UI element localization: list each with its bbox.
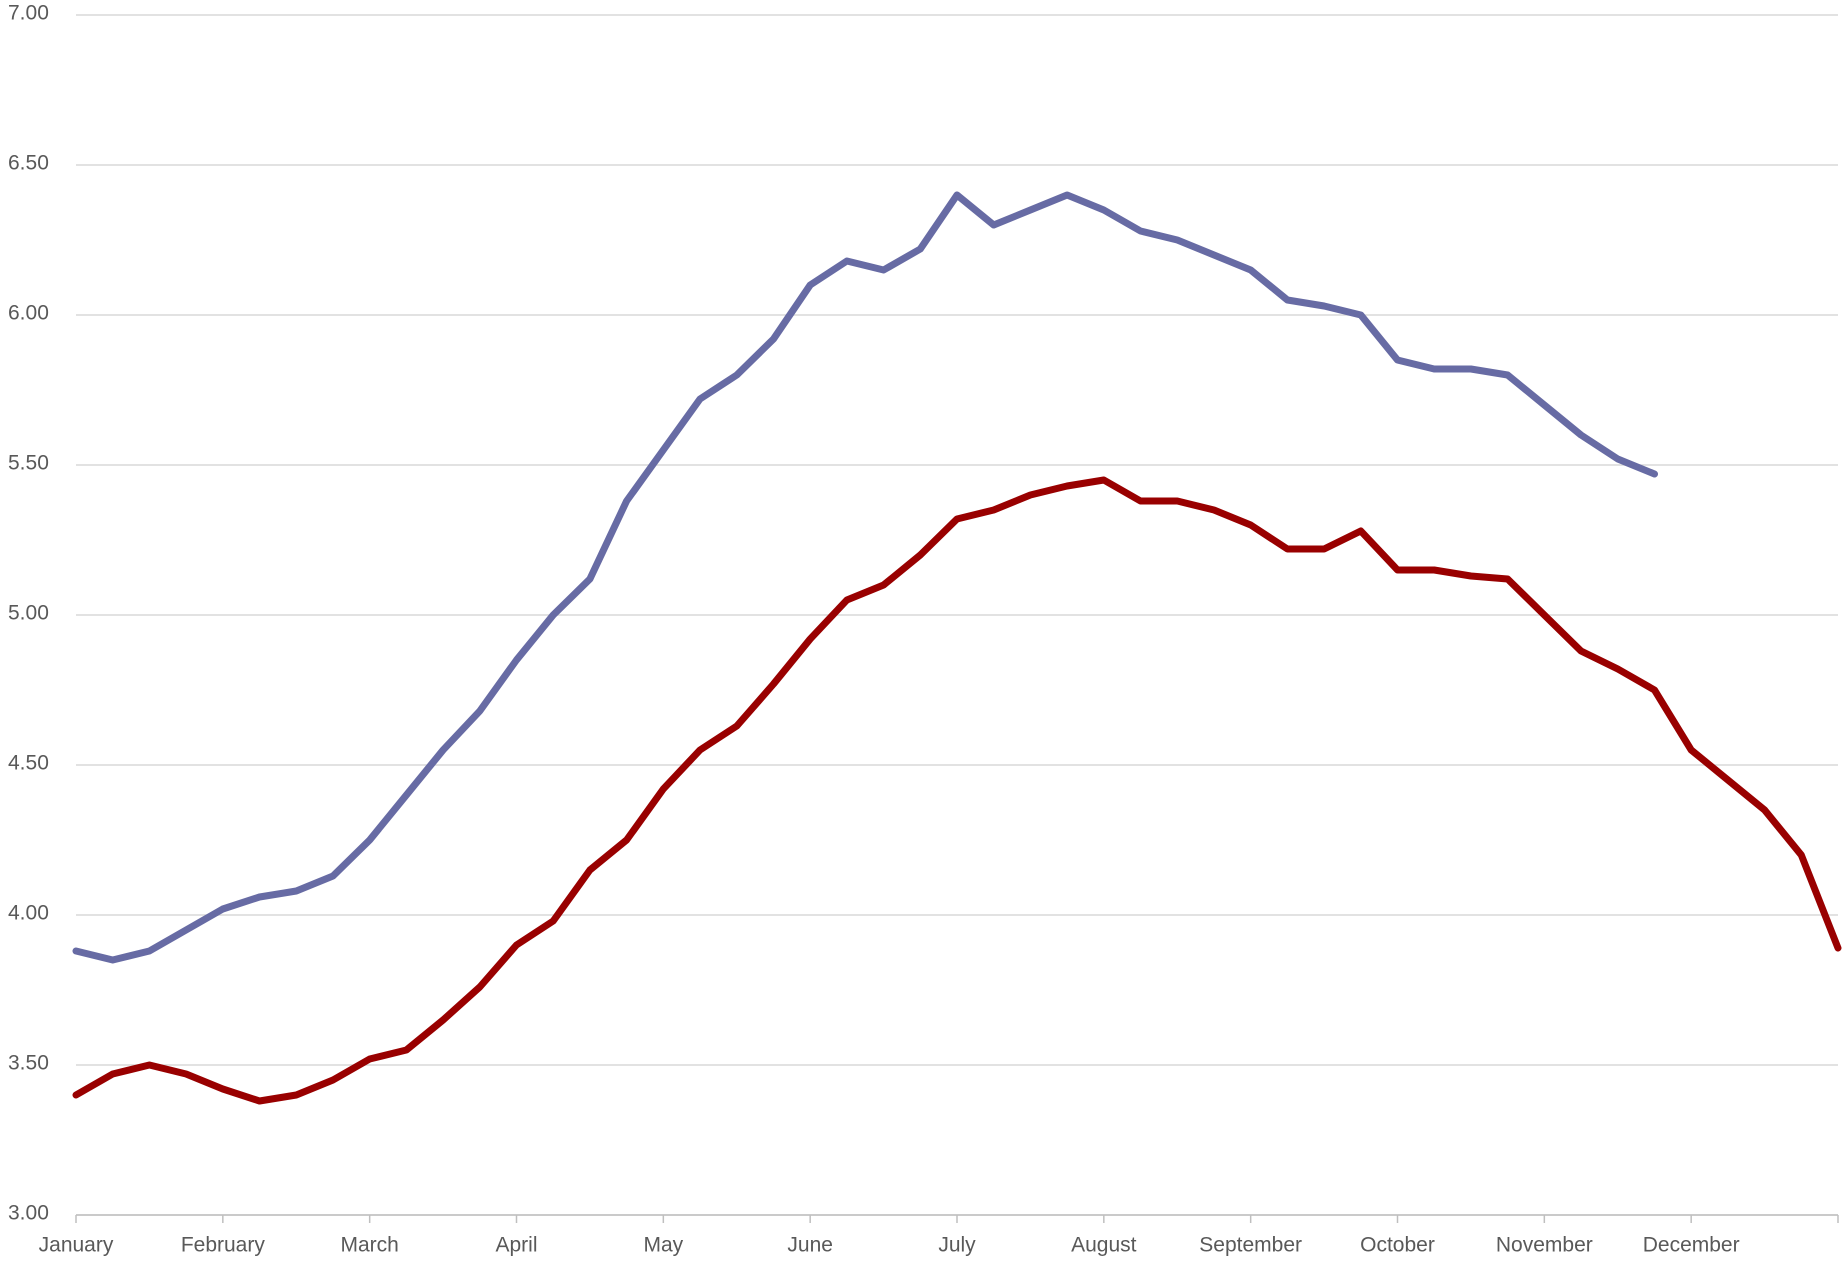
y-tick-label: 4.50: [8, 752, 49, 775]
x-tick-label: March: [340, 1234, 398, 1257]
x-tick-label: June: [787, 1234, 833, 1257]
x-tick-label: August: [1071, 1234, 1137, 1257]
x-tick-label: October: [1360, 1234, 1435, 1257]
x-tick-label: July: [938, 1234, 976, 1257]
series-line: [72, 191, 1658, 964]
y-tick-label: 5.00: [8, 602, 49, 625]
y-tick-label: 6.00: [8, 302, 49, 325]
x-tick-label: January: [39, 1234, 114, 1257]
y-tick-label: 5.50: [8, 452, 49, 475]
y-tick-label: 3.50: [8, 1052, 49, 1075]
series-line: [72, 476, 1842, 1105]
y-tick-label: 3.00: [8, 1202, 49, 1225]
y-tick-label: 6.50: [8, 152, 49, 175]
x-tick-label: February: [181, 1234, 266, 1257]
y-tick-label: 7.00: [8, 2, 49, 25]
x-tick-label: December: [1643, 1234, 1740, 1257]
x-tick-label: September: [1199, 1234, 1302, 1257]
y-tick-label: 4.00: [8, 902, 49, 925]
x-tick-label: May: [643, 1234, 683, 1257]
x-tick-label: April: [495, 1234, 537, 1257]
x-tick-label: November: [1496, 1234, 1593, 1257]
